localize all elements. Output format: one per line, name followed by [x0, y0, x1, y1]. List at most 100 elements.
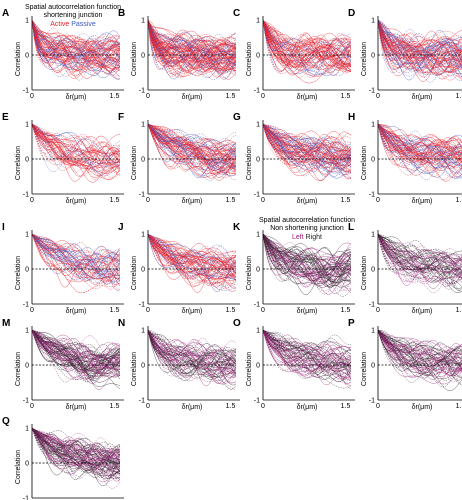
series-line-active	[263, 19, 351, 76]
series-line-right	[263, 329, 351, 367]
series-line-left	[263, 233, 351, 282]
x-tick-label: 0	[146, 93, 150, 100]
series-line-right	[378, 329, 462, 379]
series-line-left	[148, 329, 236, 369]
series-line-left	[263, 233, 351, 288]
series-line-passive	[148, 233, 236, 275]
y-tick-label: -1	[254, 192, 260, 199]
series-line-active	[32, 233, 120, 274]
series-line-active	[263, 19, 351, 69]
series-line-active	[378, 123, 462, 175]
series-line-passive	[263, 19, 351, 77]
series-line-passive	[32, 123, 120, 175]
curves	[378, 19, 462, 83]
y-tick-label: 0	[141, 157, 145, 164]
x-axis-label: δr(μm)	[66, 404, 87, 411]
series-line-active	[148, 19, 236, 77]
series-line-right	[263, 233, 351, 286]
series-line-left	[32, 329, 120, 374]
curves	[32, 233, 120, 294]
series-line-left	[32, 427, 120, 478]
panel-D: D10-101.5δr(μm)Correlation	[348, 8, 462, 101]
series-line-left	[378, 233, 462, 282]
panel-letter: K	[233, 222, 241, 233]
series-line-active	[378, 123, 462, 164]
series-line-active	[148, 233, 236, 271]
series-line-active	[148, 123, 236, 175]
series-line-active	[32, 123, 120, 165]
y-tick-label: 0	[25, 363, 29, 370]
y-tick-label: -1	[254, 88, 260, 95]
series-line-active	[378, 19, 462, 82]
series-line-right	[378, 329, 462, 374]
y-tick-label: 0	[25, 461, 29, 468]
x-axis-label: δr(μm)	[412, 404, 433, 411]
series-line-active	[378, 123, 462, 168]
series-line-right	[263, 233, 351, 279]
series-line-right	[32, 427, 120, 470]
series-line-active	[263, 123, 351, 162]
series-line-active	[32, 19, 120, 68]
series-line-right	[148, 329, 236, 372]
series-line-active	[263, 19, 351, 66]
series-line-active	[148, 19, 236, 70]
series-line-passive	[32, 19, 120, 60]
series-line-right	[263, 329, 351, 380]
series-line-passive	[32, 233, 120, 280]
series-line-right	[148, 329, 236, 369]
series-line-active	[32, 123, 120, 180]
y-tick-label: 1	[371, 328, 375, 335]
series-line-active	[32, 19, 120, 59]
series-line-active	[263, 123, 351, 166]
series-line-active	[32, 19, 120, 59]
series-line-active	[32, 123, 120, 169]
y-axis-label: Correlation	[361, 146, 368, 180]
series-line-right	[263, 329, 351, 379]
series-line-right	[148, 329, 236, 375]
series-line-passive	[148, 123, 236, 160]
series-line-right	[32, 329, 120, 371]
y-tick-label: -1	[23, 192, 29, 199]
panel-K: K10-10 1.5δr(μm)Correlation	[233, 222, 355, 315]
series-line-left	[263, 329, 351, 373]
series-line-active	[32, 19, 120, 75]
series-line-left	[263, 329, 351, 378]
y-axis-label: Correlation	[15, 146, 22, 180]
legend-entry-passive: Passive	[69, 21, 96, 28]
series-line-active	[32, 123, 120, 172]
series-line-passive	[148, 233, 236, 291]
series-line-active	[148, 233, 236, 270]
legend-entry-active: Active	[50, 21, 69, 28]
series-line-active	[378, 123, 462, 164]
y-tick-label: 1	[141, 18, 145, 25]
series-line-right	[378, 329, 462, 380]
panel-H: H10-101.5δr(μm)Correlation	[348, 112, 462, 205]
panel-letter: B	[118, 8, 125, 19]
series-line-left	[32, 329, 120, 375]
y-tick-label: -1	[139, 398, 145, 405]
series-line-right	[263, 329, 351, 365]
x-tick-label: 1.5	[226, 93, 236, 100]
series-line-passive	[32, 233, 120, 283]
series-line-left	[32, 427, 120, 473]
series-line-left	[378, 329, 462, 372]
series-line-right	[378, 233, 462, 286]
panel-C: C10-10 1.5δr(μm)Correlation	[233, 8, 355, 101]
series-line-passive	[148, 123, 236, 182]
series-line-active	[32, 233, 120, 280]
series-line-right	[32, 427, 120, 477]
series-line-passive	[378, 19, 462, 64]
y-tick-label: 0	[25, 157, 29, 164]
header-subtitle: Non shortening junction	[270, 225, 344, 232]
curves	[148, 123, 236, 182]
series-line-passive	[32, 19, 120, 61]
x-tick-label: 1.5	[110, 307, 120, 314]
series-line-active	[32, 19, 120, 69]
series-line-left	[148, 329, 236, 385]
series-line-active	[263, 123, 351, 172]
series-line-active	[263, 19, 351, 71]
series-line-passive	[378, 123, 462, 178]
panel-P: P10-101.5δr(μm)Correlation	[348, 318, 462, 411]
series-line-right	[263, 329, 351, 380]
